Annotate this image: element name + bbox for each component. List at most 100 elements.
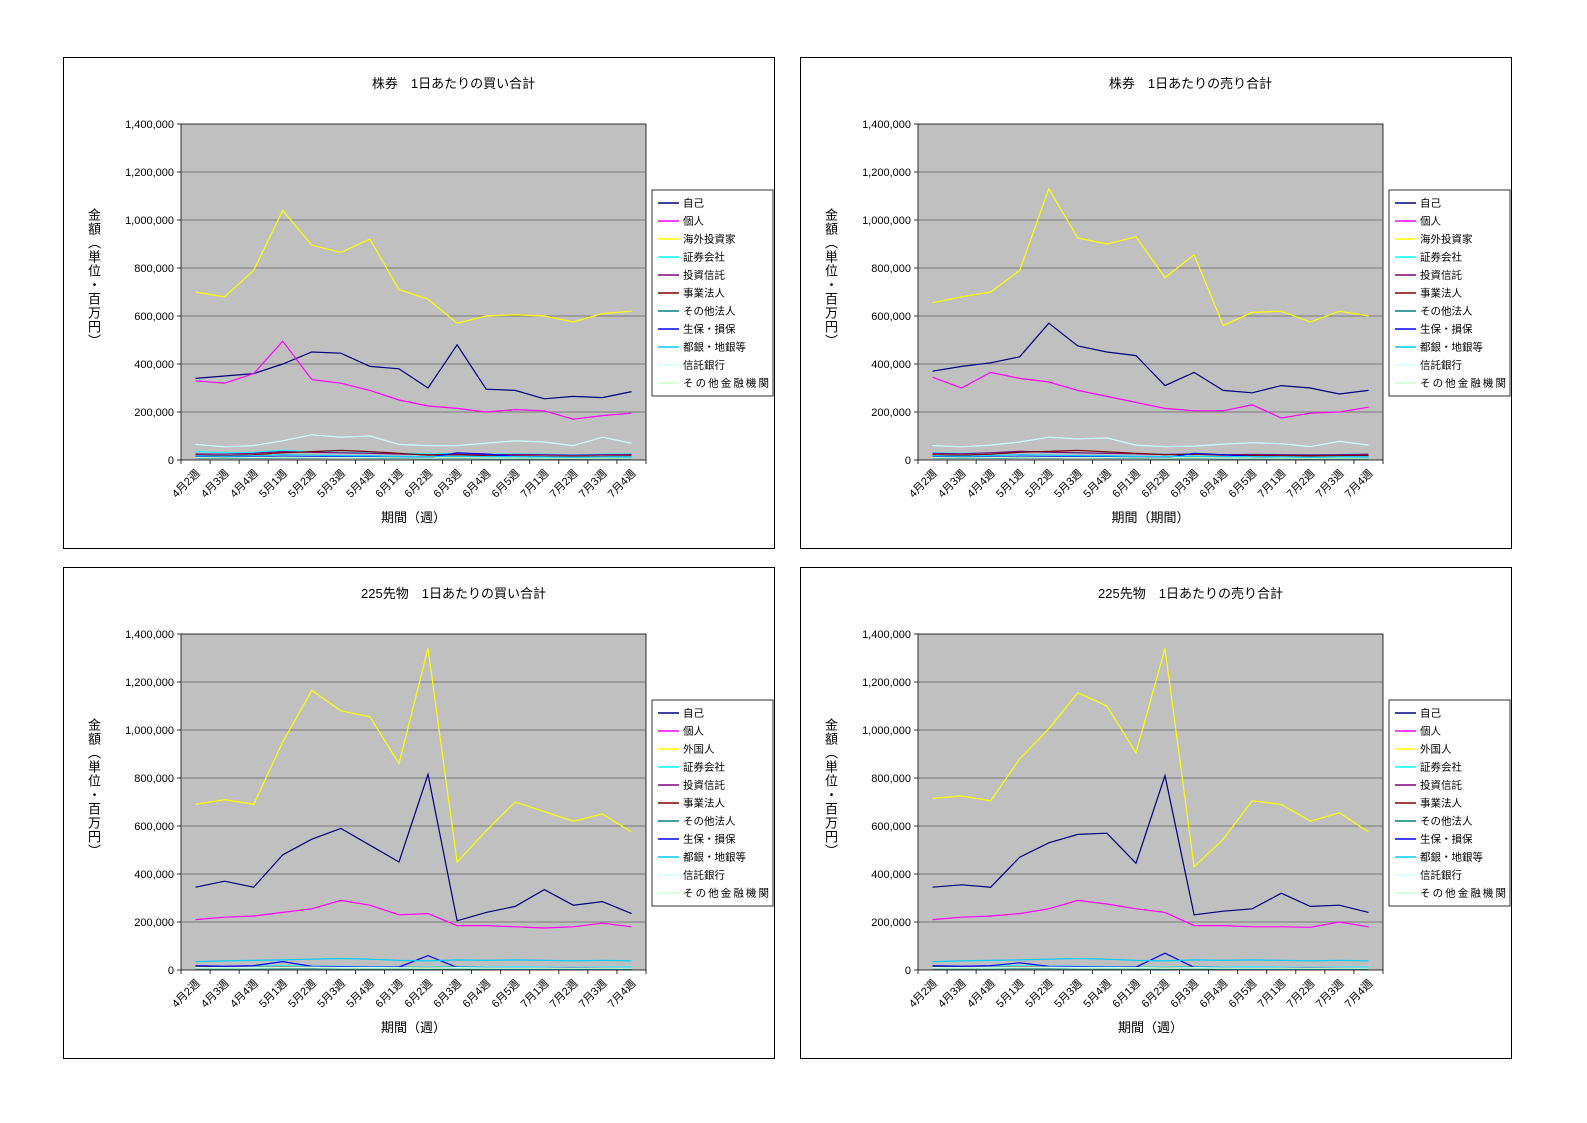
legend-item-8: 都銀・地銀等	[1420, 851, 1483, 864]
y-tick-label: 400,000	[134, 869, 174, 881]
x-tick-label: 4月2週	[906, 977, 939, 1010]
x-tick-label: 7月1週	[518, 467, 551, 500]
chart-svg: 225先物 1日あたりの買い合計 0 200,000 400,000 600,000 80…	[125, 586, 774, 1035]
chart-title: 株券 1日あたりの売り合計	[1109, 76, 1272, 91]
legend-item-3: 証券会社	[1420, 251, 1462, 264]
x-tick-label: 6月2週	[402, 977, 435, 1010]
x-tick-label: 6月4週	[1197, 467, 1230, 500]
legend-item-9: 信託銀行	[1420, 869, 1462, 882]
x-axis-title: 期間（週）	[1118, 1020, 1183, 1035]
series-line-0	[932, 322, 1369, 395]
legend-item-7: 生保・損保	[1420, 833, 1473, 846]
series-line-8	[195, 454, 632, 458]
y-tick-label: 1,000,000	[125, 215, 174, 227]
y-tick-label: 600,000	[134, 821, 174, 833]
y-tick-label: 800,000	[134, 773, 174, 785]
chart-svg: 225先物 1日あたりの売り合計 0 200,000 400,000 600,000 80…	[862, 586, 1511, 1035]
series-line-0	[195, 772, 632, 922]
x-tick-label: 4月4週	[964, 977, 997, 1010]
series-line-1	[932, 371, 1369, 419]
legend-item-9: 信託銀行	[1420, 359, 1462, 372]
x-tick-label: 6月2週	[1139, 977, 1172, 1010]
x-tick-label: 5月3週	[1052, 467, 1085, 500]
x-tick-label: 5月1週	[993, 467, 1026, 500]
y-tick-label: 800,000	[871, 773, 911, 785]
chart-svg: 株券 1日あたりの買い合計 0 200,000 400,000 600,000 800,0…	[125, 76, 774, 525]
legend-item-2: 海外投資家	[683, 233, 736, 246]
y-tick-label: 1,000,000	[125, 725, 174, 737]
legend-item-10: その他金融機関	[1420, 377, 1506, 390]
legend-item-2: 外国人	[1420, 744, 1452, 756]
x-tick-label: 5月4週	[344, 467, 377, 500]
x-tick-label: 7月3週	[576, 467, 609, 500]
legend-item-0: 自己	[1420, 707, 1442, 720]
chart-futures-buy: 225先物 1日あたりの買い合計 0 200,000 400,000 600,000 80…	[64, 568, 774, 1058]
x-tick-label: 6月2週	[1139, 467, 1172, 500]
legend-item-0: 自己	[683, 707, 704, 720]
series-line-2	[195, 648, 632, 864]
legend-item-7: 生保・損保	[683, 323, 736, 336]
chart-svg: 株券 1日あたりの売り合計 0 200,000 400,000 600,000 800,0…	[862, 76, 1511, 525]
y-tick-label: 200,000	[871, 917, 911, 929]
series-line-5	[195, 449, 632, 458]
x-tick-label: 6月4週	[1197, 977, 1230, 1010]
series-line-5	[932, 449, 1369, 457]
legend-item-1: 個人	[683, 725, 704, 738]
series-line-10	[932, 967, 1369, 969]
x-tick-label: 6月3週	[1168, 467, 1201, 500]
x-tick-label: 4月3週	[198, 467, 231, 500]
x-tick-label: 5月3週	[315, 977, 348, 1010]
series-line-10	[195, 456, 632, 459]
x-tick-label: 5月2週	[285, 977, 318, 1010]
legend-item-4: 投資信託	[683, 269, 725, 282]
legend-item-5: 事業法人	[1420, 287, 1462, 300]
y-tick-label: 1,200,000	[862, 167, 911, 179]
series-line-1	[195, 340, 632, 420]
chart-title: 株券 1日あたりの買い合計	[372, 76, 535, 91]
legend-item-10: その他金融機関	[683, 887, 769, 900]
plot-area	[917, 123, 1384, 461]
series-line-0	[195, 343, 632, 400]
x-tick-label: 6月5週	[489, 467, 522, 500]
series-line-10	[932, 456, 1369, 459]
y-tick-label: 1,400,000	[125, 119, 174, 131]
chart-panel-stock-sell: 株券 1日あたりの売り合計 0 200,000 400,000 600,000 800,0…	[800, 57, 1512, 549]
series-line-2	[195, 209, 632, 324]
x-tick-label: 5月1週	[256, 467, 289, 500]
x-tick-label: 6月2週	[402, 467, 435, 500]
y-tick-label: 1,200,000	[125, 677, 174, 689]
series-line-2	[932, 187, 1369, 327]
legend-item-7: 生保・損保	[683, 833, 736, 846]
y-tick-label: 0	[905, 965, 911, 977]
x-tick-label: 7月3週	[1313, 977, 1346, 1010]
legend-item-10: その他金融機関	[1420, 887, 1506, 900]
y-tick-label: 0	[168, 965, 174, 977]
legend-item-10: その他金融機関	[683, 377, 769, 390]
x-tick-label: 6月3週	[431, 977, 464, 1010]
y-tick-label: 800,000	[134, 263, 174, 275]
y-tick-label: 1,400,000	[862, 119, 911, 131]
x-tick-label: 5月4週	[1081, 467, 1114, 500]
x-tick-label: 5月1週	[256, 977, 289, 1010]
x-tick-label: 6月1週	[373, 977, 406, 1010]
series-line-0	[932, 773, 1369, 916]
chart-stock-buy: 株券 1日あたりの買い合計 0 200,000 400,000 600,000 800,0…	[64, 58, 774, 548]
series-line-9	[195, 434, 632, 448]
legend-item-8: 都銀・地銀等	[683, 851, 746, 864]
y-tick-label: 1,400,000	[125, 629, 174, 641]
x-tick-label: 7月4週	[605, 977, 638, 1010]
x-tick-label: 4月2週	[169, 977, 202, 1010]
x-tick-label: 7月1週	[1255, 977, 1288, 1010]
legend-item-7: 生保・損保	[1420, 323, 1473, 336]
x-tick-label: 6月5週	[489, 977, 522, 1010]
chart-stock-sell: 株券 1日あたりの売り合計 0 200,000 400,000 600,000 800,0…	[801, 58, 1511, 548]
x-tick-label: 6月1週	[1110, 977, 1143, 1010]
y-tick-label: 0	[905, 455, 911, 467]
plot-area	[180, 123, 647, 461]
x-tick-label: 4月2週	[169, 467, 202, 500]
x-tick-label: 6月4週	[460, 977, 493, 1010]
legend-item-2: 外国人	[683, 744, 715, 756]
y-axis-title: 金額（単位・百万円）	[86, 208, 101, 348]
legend-item-9: 信託銀行	[683, 359, 725, 372]
x-tick-label: 7月4週	[605, 467, 638, 500]
